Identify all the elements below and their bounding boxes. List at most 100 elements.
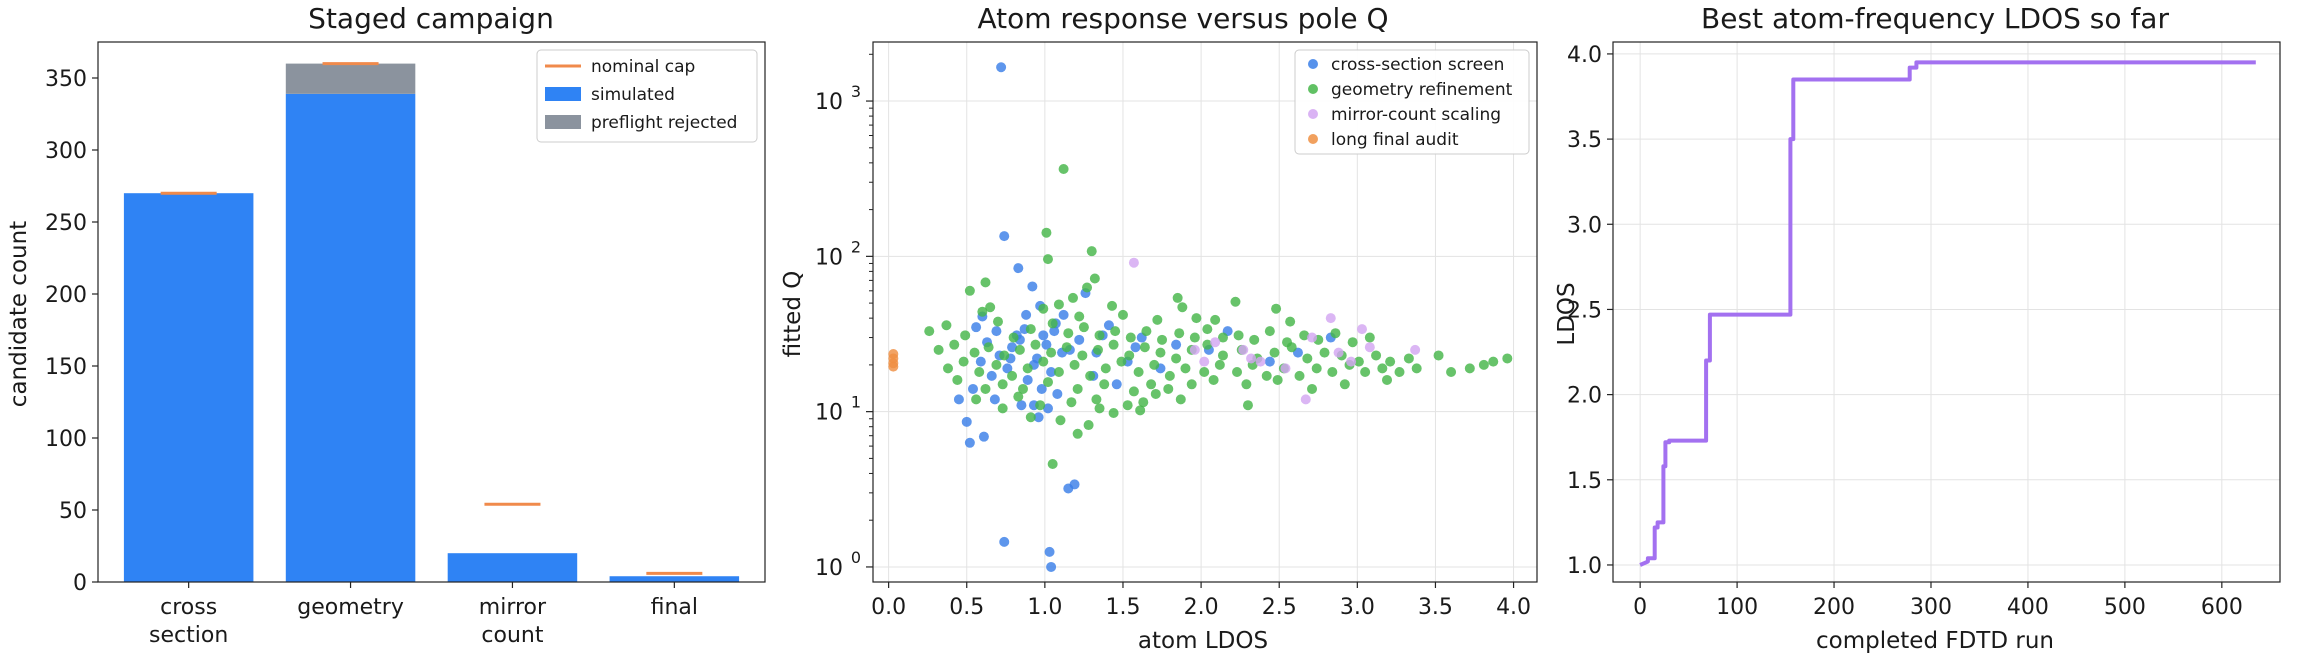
bar-chart-plot: 0 50 100 150 200 250 300 350 cross section geometr… — [45, 62, 740, 648]
scatter-point-geometry-refinement — [1189, 332, 1200, 343]
scatter-point-geometry-refinement — [1072, 428, 1083, 439]
scatter-point-geometry-refinement — [1094, 403, 1105, 414]
line-chart-ylabel: LDOS — [1554, 282, 1580, 345]
scatter-point-geometry-refinement — [1042, 377, 1053, 388]
scatter-point-mirror-count-scaling — [1246, 353, 1257, 364]
scatter-point-cross-section-screen — [978, 431, 989, 442]
scatter-ytick-exponent: 1 — [851, 393, 861, 412]
scatter-point-geometry-refinement — [1202, 339, 1213, 350]
scatter-point-cross-section-screen — [989, 394, 1000, 405]
scatter-chart-ylabel: fitted Q — [780, 271, 806, 358]
scatter-point-cross-section-screen — [996, 62, 1007, 73]
scatter-point-geometry-refinement — [1061, 342, 1072, 353]
scatter-point-geometry-refinement — [1100, 363, 1111, 374]
scatter-point-geometry-refinement — [949, 339, 960, 350]
scatter-point-geometry-refinement — [1046, 347, 1057, 358]
scatter-point-geometry-refinement — [1299, 330, 1310, 341]
scatter-point-geometry-refinement — [1164, 370, 1175, 381]
scatter-point-geometry-refinement — [1092, 344, 1103, 355]
scatter-point-mirror-count-scaling — [1333, 347, 1344, 358]
bar-preflight-rejected — [285, 63, 416, 94]
scatter-point-geometry-refinement — [1155, 347, 1166, 358]
scatter-point-cross-section-screen — [1046, 561, 1057, 572]
line-xtick-label: 0 — [1633, 595, 1647, 620]
bar-simulated — [609, 576, 740, 582]
line-xtick-label: 200 — [1813, 595, 1855, 620]
scatter-point-cross-section-screen — [1044, 546, 1055, 557]
scatter-point-geometry-refinement — [1069, 359, 1080, 370]
scatter-point-cross-section-screen — [1036, 383, 1047, 394]
scatter-point-geometry-refinement — [1186, 379, 1197, 390]
scatter-point-geometry-refinement — [1086, 246, 1097, 257]
scatter-point-geometry-refinement — [1411, 363, 1422, 374]
scatter-point-geometry-refinement — [985, 302, 996, 313]
scatter-point-geometry-refinement — [1125, 332, 1136, 343]
bar-legend-label: simulated — [591, 85, 675, 105]
scatter-chart-plot: 0.0 0.5 1.0 1.5 2.0 2.5 3.0 3.5 4.0 10 0 10 1 10 2 10 3 — [815, 42, 1537, 620]
scatter-point-geometry-refinement — [1377, 363, 1388, 374]
scatter-point-geometry-refinement — [1464, 363, 1475, 374]
scatter-point-geometry-refinement — [1264, 326, 1275, 337]
scatter-chart-frame — [872, 41, 1538, 583]
scatter-point-cross-section-screen — [1041, 339, 1052, 350]
scatter-point-geometry-refinement — [1394, 367, 1405, 378]
scatter-point-geometry-refinement — [1067, 292, 1078, 303]
scatter-point-cross-section-screen — [1049, 326, 1060, 337]
scatter-point-geometry-refinement — [1269, 347, 1280, 358]
scatter-point-geometry-refinement — [1311, 363, 1322, 374]
scatter-point-mirror-count-scaling — [1210, 337, 1221, 348]
bar-chart-ytick-label: 100 — [45, 427, 87, 452]
scatter-point-geometry-refinement — [980, 383, 991, 394]
bar-chart-ylabel: candidate count — [6, 221, 32, 407]
scatter-point-geometry-refinement — [991, 359, 1002, 370]
scatter-chart-panel: Atom response versus pole Q 0.0 0.5 1.0 1.5… — [780, 2, 1538, 654]
scatter-point-geometry-refinement — [1177, 302, 1188, 313]
line-chart-frame — [1612, 41, 2281, 583]
scatter-point-geometry-refinement — [1108, 408, 1119, 419]
bar-chart-ytick-label: 50 — [59, 499, 87, 524]
scatter-point-geometry-refinement — [1035, 400, 1046, 411]
line-chart-xlabel: completed FDTD run — [1816, 628, 2054, 654]
bar-legend-swatch — [545, 115, 581, 129]
bar-chart-xtick-label: geometry — [297, 595, 404, 620]
scatter-chart-title: Atom response versus pole Q — [977, 2, 1388, 35]
line-ytick-label: 3.0 — [1567, 213, 1602, 238]
scatter-point-cross-section-screen — [967, 383, 978, 394]
scatter-point-geometry-refinement — [1347, 337, 1358, 348]
scatter-point-geometry-refinement — [1091, 394, 1102, 405]
scatter-point-cross-section-screen — [999, 536, 1010, 547]
scatter-point-geometry-refinement — [1107, 300, 1118, 311]
scatter-point-cross-section-screen — [986, 370, 997, 381]
scatter-xtick-label: 3.0 — [1340, 595, 1375, 620]
bar-chart-xtick-label: section — [149, 623, 228, 648]
scatter-point-geometry-refinement — [1053, 299, 1064, 310]
scatter-point-geometry-refinement — [1353, 356, 1364, 367]
scatter-point-geometry-refinement — [983, 342, 994, 353]
scatter-point-cross-section-screen — [1002, 363, 1013, 374]
scatter-point-geometry-refinement — [1025, 412, 1036, 423]
scatter-point-geometry-refinement — [1025, 324, 1036, 335]
scatter-legend-label: long final audit — [1331, 130, 1459, 150]
scatter-point-geometry-refinement — [1150, 388, 1161, 399]
scatter-xtick-label: 4.0 — [1496, 595, 1531, 620]
scatter-point-geometry-refinement — [1094, 330, 1105, 341]
scatter-point-cross-section-screen — [961, 416, 972, 427]
scatter-point-geometry-refinement — [1319, 347, 1330, 358]
scatter-point-geometry-refinement — [1038, 356, 1049, 367]
scatter-point-geometry-refinement — [1042, 254, 1053, 265]
scatter-xtick-label: 3.5 — [1418, 595, 1453, 620]
scatter-ytick-label: 10 — [815, 556, 843, 581]
scatter-point-geometry-refinement — [1232, 367, 1243, 378]
scatter-point-geometry-refinement — [1478, 359, 1489, 370]
scatter-point-geometry-refinement — [977, 306, 988, 317]
line-chart-panel: Best atom-frequency LDOS so far 0 100 200 3… — [1554, 2, 2281, 654]
scatter-point-geometry-refinement — [1122, 400, 1133, 411]
bar-chart-ytick-label: 350 — [45, 67, 87, 92]
scatter-point-geometry-refinement — [1007, 370, 1018, 381]
scatter-point-geometry-refinement — [1302, 353, 1313, 364]
scatter-ytick-exponent: 0 — [851, 548, 861, 567]
scatter-point-cross-section-screen — [1103, 320, 1114, 331]
scatter-point-geometry-refinement — [1074, 311, 1085, 322]
scatter-point-geometry-refinement — [1217, 332, 1228, 343]
